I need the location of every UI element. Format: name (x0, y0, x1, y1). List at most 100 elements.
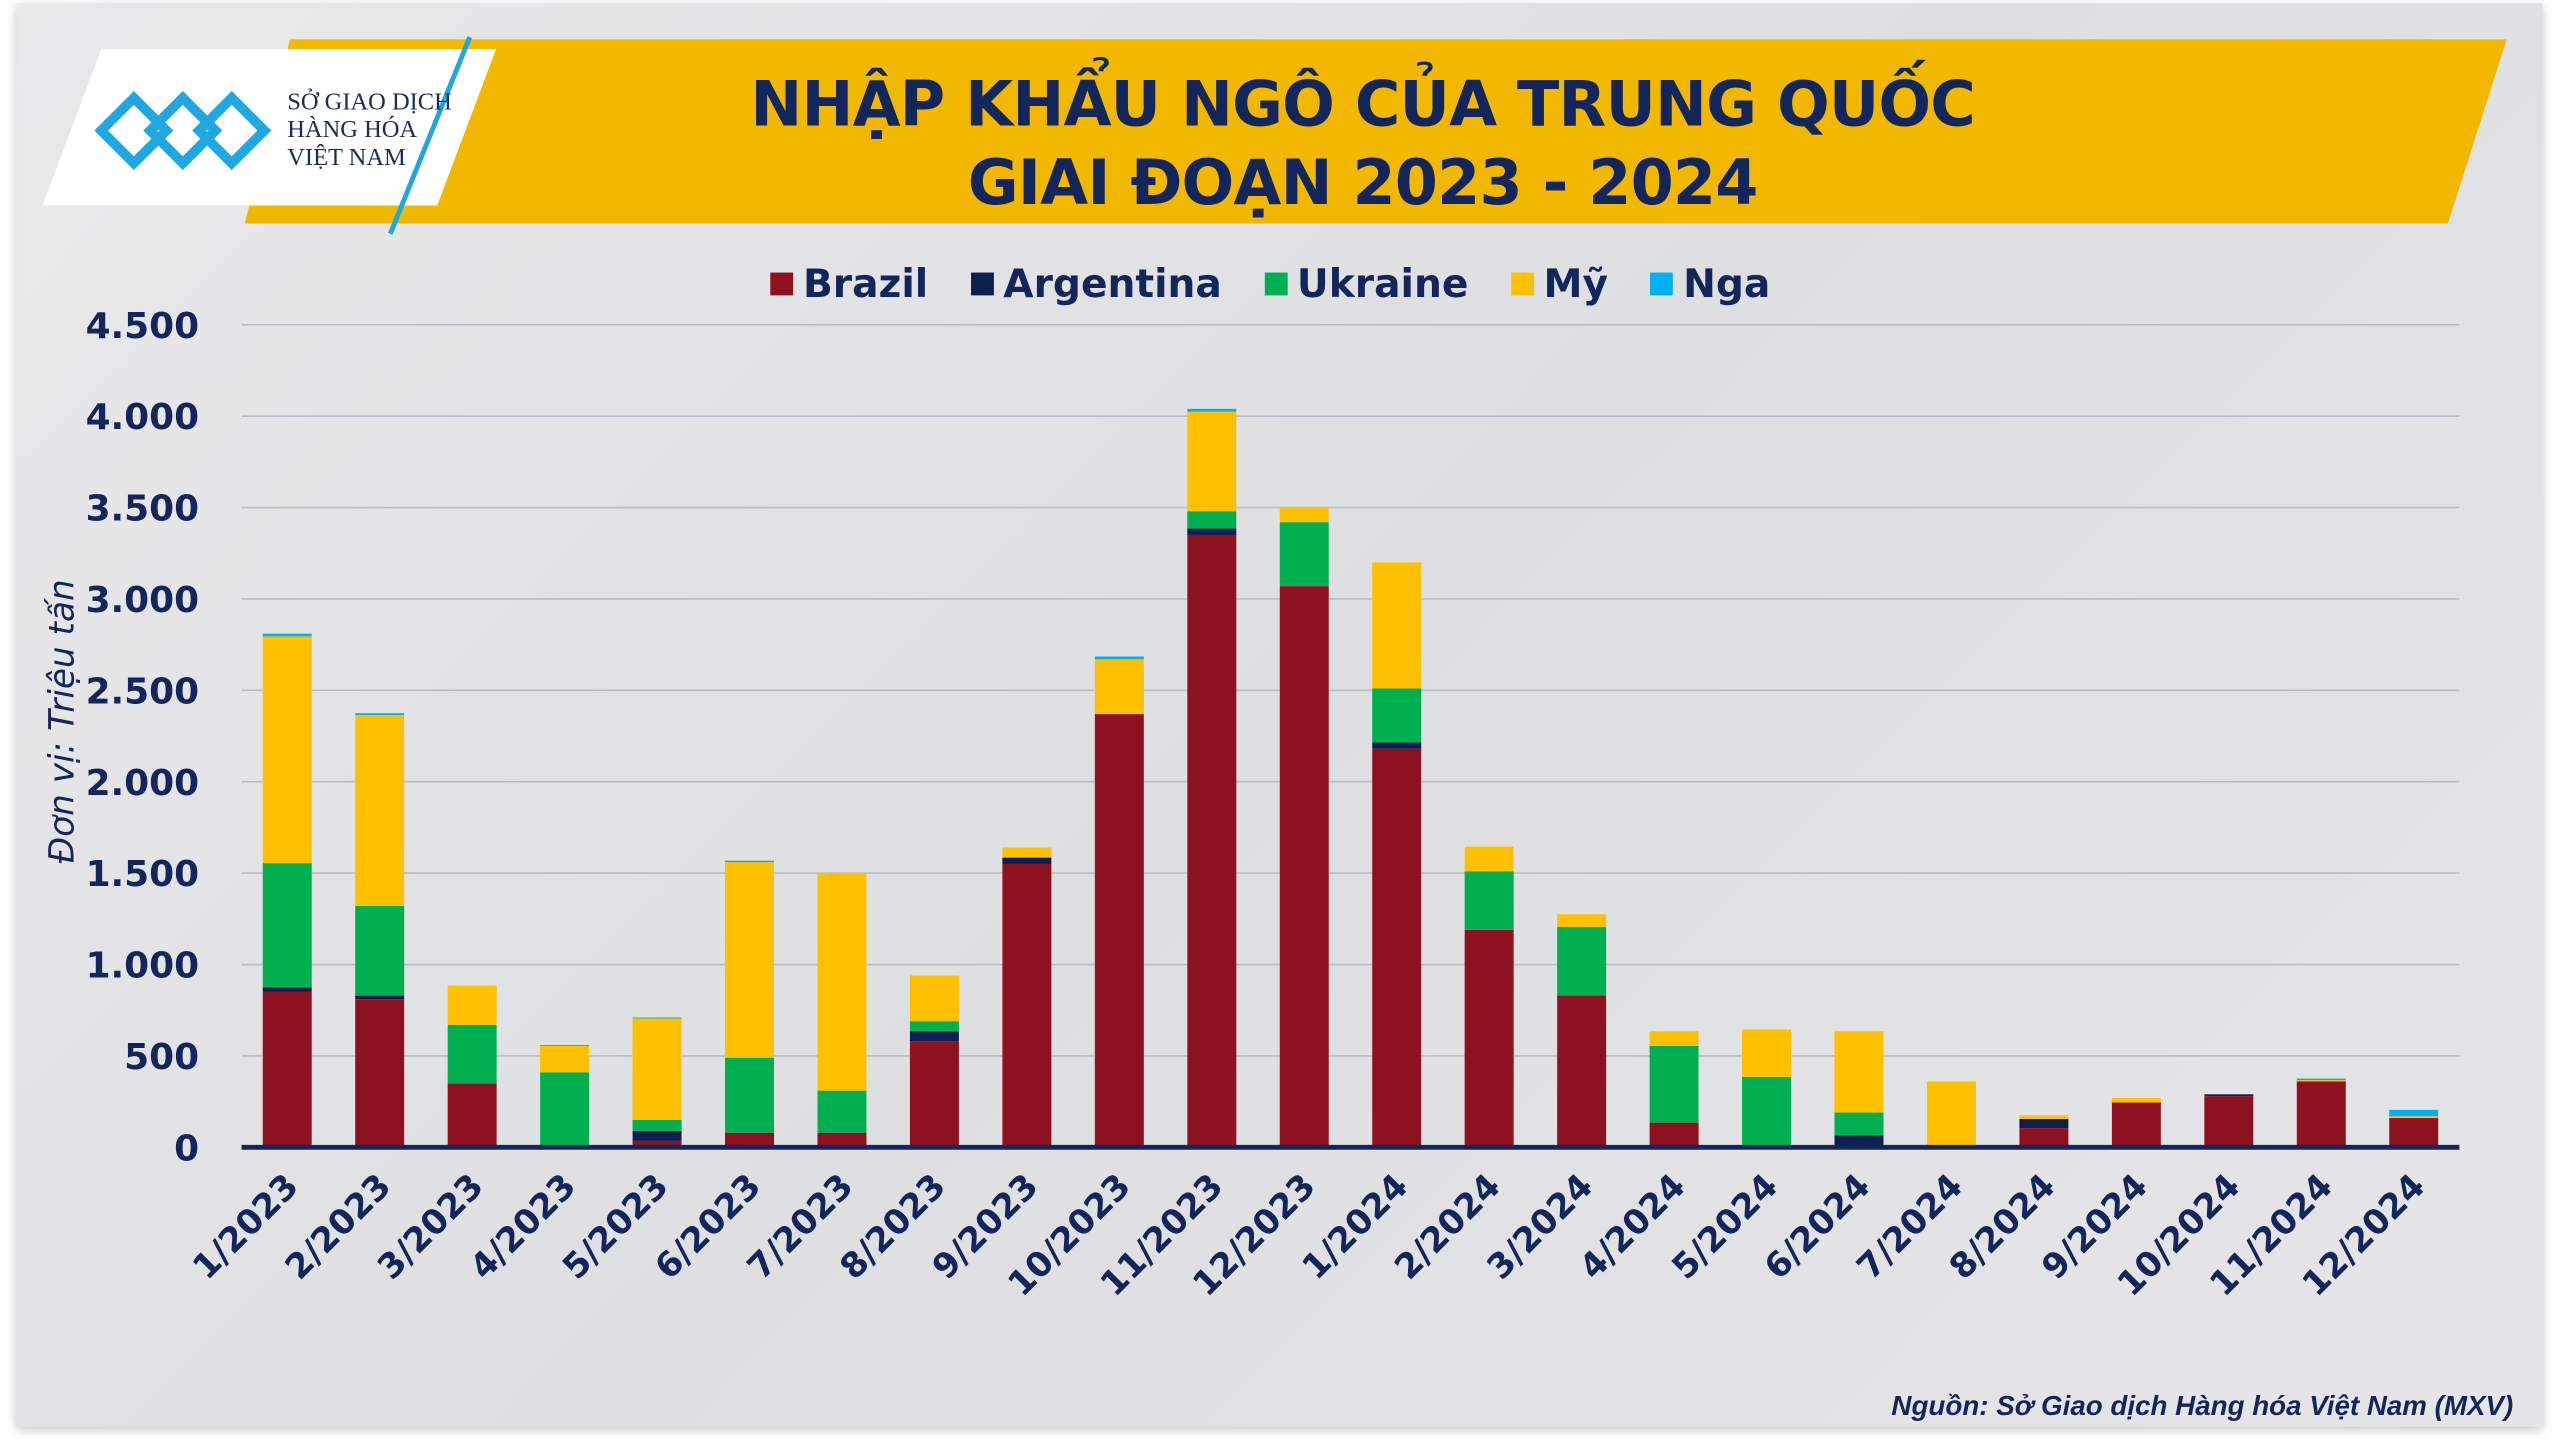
bar-segment-argentina (2019, 1118, 2069, 1129)
bar-segment-nga (1094, 656, 1144, 660)
bar-segment-argentina (1002, 857, 1052, 864)
legend-label: Brazil (802, 261, 929, 307)
bar-segment-brazil (632, 1140, 682, 1148)
bar-segment-brazil (2019, 1128, 2069, 1148)
logo-panel (42, 48, 497, 206)
bar-segment-nga (1187, 408, 1237, 412)
bar-segment-ukraine (725, 1057, 774, 1133)
title-banner (244, 39, 2507, 224)
bar-segment-argentina (1187, 528, 1237, 535)
bar-segment-argentina (262, 987, 312, 992)
legend-swatch (1510, 272, 1534, 296)
bar-segment-mỹ (262, 636, 312, 864)
bar-segment-nga (725, 860, 774, 863)
logo-line3: VIỆT NAM (287, 145, 406, 172)
bar-segment-argentina (2204, 1094, 2254, 1097)
legend-swatch (770, 272, 794, 296)
bar-segment-brazil (909, 1041, 959, 1148)
bar-segment-brazil (2296, 1081, 2346, 1148)
bar-segment-mỹ (540, 1045, 590, 1073)
legend-label: Nga (1683, 261, 1771, 307)
bar-segment-argentina (1834, 1135, 1884, 1148)
bar-segment-mỹ (2389, 1116, 2439, 1119)
bar-segment-brazil (447, 1083, 497, 1148)
y-tick-label: 3.500 (86, 489, 200, 530)
bar-segment-brazil (725, 1132, 774, 1148)
bar-segment-nga (632, 1017, 682, 1019)
bar-segment-brazil (817, 1132, 867, 1148)
bar-segment-ukraine (540, 1072, 590, 1147)
legend-item-argentina: Argentina (970, 261, 1222, 307)
bar-segment-brazil (1464, 929, 1514, 1148)
bar-segment-argentina (1372, 742, 1422, 749)
bar-segment-brazil (2111, 1102, 2161, 1148)
y-tick-label: 3.000 (86, 580, 200, 621)
y-tick-label: 4.500 (86, 306, 200, 347)
bar-segment-mỹ (1279, 507, 1329, 523)
bar-segment-ukraine (817, 1090, 867, 1133)
legend-swatch (1650, 272, 1674, 296)
legend-label: Mỹ (1543, 261, 1609, 307)
legend-item-brazil: Brazil (770, 261, 928, 307)
logo-text: SỞ GIAO DỊCH HÀNG HÓA VIỆT NAM (287, 90, 452, 173)
bar-segment-ukraine (1557, 927, 1607, 996)
bar-segment-argentina (632, 1130, 682, 1141)
title-line2: GIAI ĐOẠN 2023 - 2024 (967, 146, 1759, 219)
card-background (16, 3, 2543, 1427)
bar-segment-nga (2389, 1109, 2439, 1117)
bar-segment-nga (262, 633, 312, 637)
bar-segment-mỹ (1742, 1029, 1792, 1077)
bar-segment-ukraine (1372, 688, 1422, 743)
bar-segment-ukraine (1464, 871, 1514, 930)
bar-segment-mỹ (1926, 1081, 1976, 1148)
logo-line2: HÀNG HÓA (287, 117, 418, 144)
bar-segment-ukraine (1649, 1045, 1699, 1123)
bar-segment-mỹ (1372, 562, 1422, 689)
title-line1: NHẬP KHẨU NGÔ CỦA TRUNG QUỐC (750, 68, 1976, 141)
legend-item-nga: Nga (1650, 261, 1770, 307)
y-tick-label: 2.500 (86, 671, 200, 712)
y-tick-label: 2.000 (86, 763, 200, 804)
y-tick-label: 0 (174, 1128, 199, 1169)
page-title: NHẬP KHẨU NGÔ CỦA TRUNG QUỐC GIAI ĐOẠN 2… (490, 65, 2236, 222)
legend-label: Ukraine (1296, 261, 1469, 307)
bar-segment-mỹ (1094, 659, 1144, 715)
bar-segment-mỹ (632, 1018, 682, 1120)
bar-segment-mỹ (2111, 1097, 2161, 1103)
bar-segment-ukraine (355, 906, 405, 996)
bar-segment-ukraine (909, 1021, 959, 1032)
bar-segment-brazil (1002, 863, 1052, 1148)
bar-segment-ukraine (1834, 1112, 1884, 1136)
bar-segment-mỹ (355, 715, 405, 907)
bar-segment-mỹ (447, 985, 497, 1025)
logo-line1: SỞ GIAO DỊCH (287, 89, 452, 116)
bar-segment-mỹ (2296, 1080, 2346, 1082)
chart-legend: Brazil Argentina Ukraine Mỹ Nga (770, 261, 1770, 307)
bar-segment-mỹ (1834, 1031, 1884, 1113)
bar-segment-brazil (355, 999, 405, 1148)
bar-segment-mỹ (1464, 846, 1514, 872)
bar-segment-ukraine (262, 863, 312, 988)
y-tick-label: 1.500 (86, 854, 200, 895)
bar-segment-brazil (2204, 1096, 2254, 1148)
bar-segment-ukraine (632, 1119, 682, 1131)
y-tick-label: 500 (124, 1037, 199, 1078)
legend-item-my: Mỹ (1510, 261, 1609, 307)
bar-segment-mỹ (2019, 1115, 2069, 1119)
y-tick-label: 1.000 (86, 946, 200, 987)
legend-item-ukraine: Ukraine (1264, 261, 1468, 307)
bar-segment-ukraine (447, 1024, 497, 1084)
legend-swatch (1264, 272, 1288, 296)
bar-segment-mỹ (1649, 1031, 1699, 1046)
bar-segment-brazil (1649, 1122, 1699, 1148)
bar-segment-ukraine (1742, 1076, 1792, 1147)
bar-segment-argentina (909, 1031, 959, 1042)
mxv-logo-icon (94, 90, 272, 171)
legend-swatch (970, 272, 994, 296)
bar-segment-brazil (262, 991, 312, 1148)
y-tick-label: 4.000 (86, 397, 200, 438)
bar-segment-mỹ (1557, 914, 1607, 928)
bar-segment-brazil (1279, 586, 1329, 1148)
